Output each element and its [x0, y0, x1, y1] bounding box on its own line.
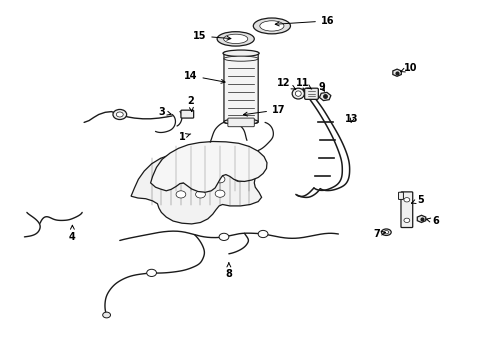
- Text: 3: 3: [158, 107, 171, 117]
- Text: 13: 13: [345, 114, 358, 124]
- Circle shape: [215, 190, 224, 197]
- Circle shape: [215, 176, 224, 183]
- FancyBboxPatch shape: [227, 118, 254, 127]
- Circle shape: [258, 230, 267, 238]
- Ellipse shape: [223, 34, 247, 44]
- Circle shape: [195, 191, 205, 198]
- Circle shape: [219, 233, 228, 240]
- Text: 6: 6: [426, 216, 439, 226]
- Text: 15: 15: [192, 31, 230, 41]
- Text: 12: 12: [276, 78, 295, 89]
- FancyBboxPatch shape: [304, 88, 318, 99]
- Ellipse shape: [259, 21, 284, 31]
- Circle shape: [176, 191, 185, 198]
- Text: 1: 1: [178, 132, 190, 142]
- Circle shape: [113, 109, 126, 120]
- Text: 5: 5: [411, 195, 423, 205]
- Circle shape: [176, 176, 185, 184]
- Text: 8: 8: [225, 263, 232, 279]
- Circle shape: [102, 312, 110, 318]
- Ellipse shape: [224, 56, 258, 61]
- Ellipse shape: [295, 91, 301, 96]
- Ellipse shape: [217, 32, 254, 46]
- Circle shape: [156, 175, 166, 182]
- Ellipse shape: [383, 231, 388, 234]
- Ellipse shape: [253, 18, 290, 34]
- Text: 4: 4: [69, 225, 76, 242]
- Polygon shape: [131, 150, 261, 224]
- Text: 16: 16: [275, 16, 334, 26]
- Text: 2: 2: [187, 96, 194, 112]
- FancyBboxPatch shape: [400, 192, 412, 228]
- Circle shape: [146, 269, 156, 276]
- Ellipse shape: [224, 119, 258, 125]
- Text: 10: 10: [400, 63, 417, 73]
- Circle shape: [195, 176, 205, 184]
- Text: 17: 17: [243, 105, 285, 116]
- Ellipse shape: [381, 229, 390, 235]
- FancyBboxPatch shape: [181, 110, 193, 118]
- Polygon shape: [150, 141, 266, 192]
- FancyBboxPatch shape: [224, 52, 258, 123]
- Circle shape: [403, 218, 409, 222]
- Ellipse shape: [223, 50, 259, 57]
- Ellipse shape: [291, 88, 304, 99]
- Circle shape: [403, 198, 409, 202]
- Text: 11: 11: [295, 78, 311, 89]
- Text: 7: 7: [372, 229, 385, 239]
- Circle shape: [116, 112, 123, 117]
- Text: 9: 9: [318, 82, 325, 92]
- Text: 14: 14: [183, 71, 224, 83]
- FancyBboxPatch shape: [398, 192, 403, 199]
- Circle shape: [234, 175, 244, 182]
